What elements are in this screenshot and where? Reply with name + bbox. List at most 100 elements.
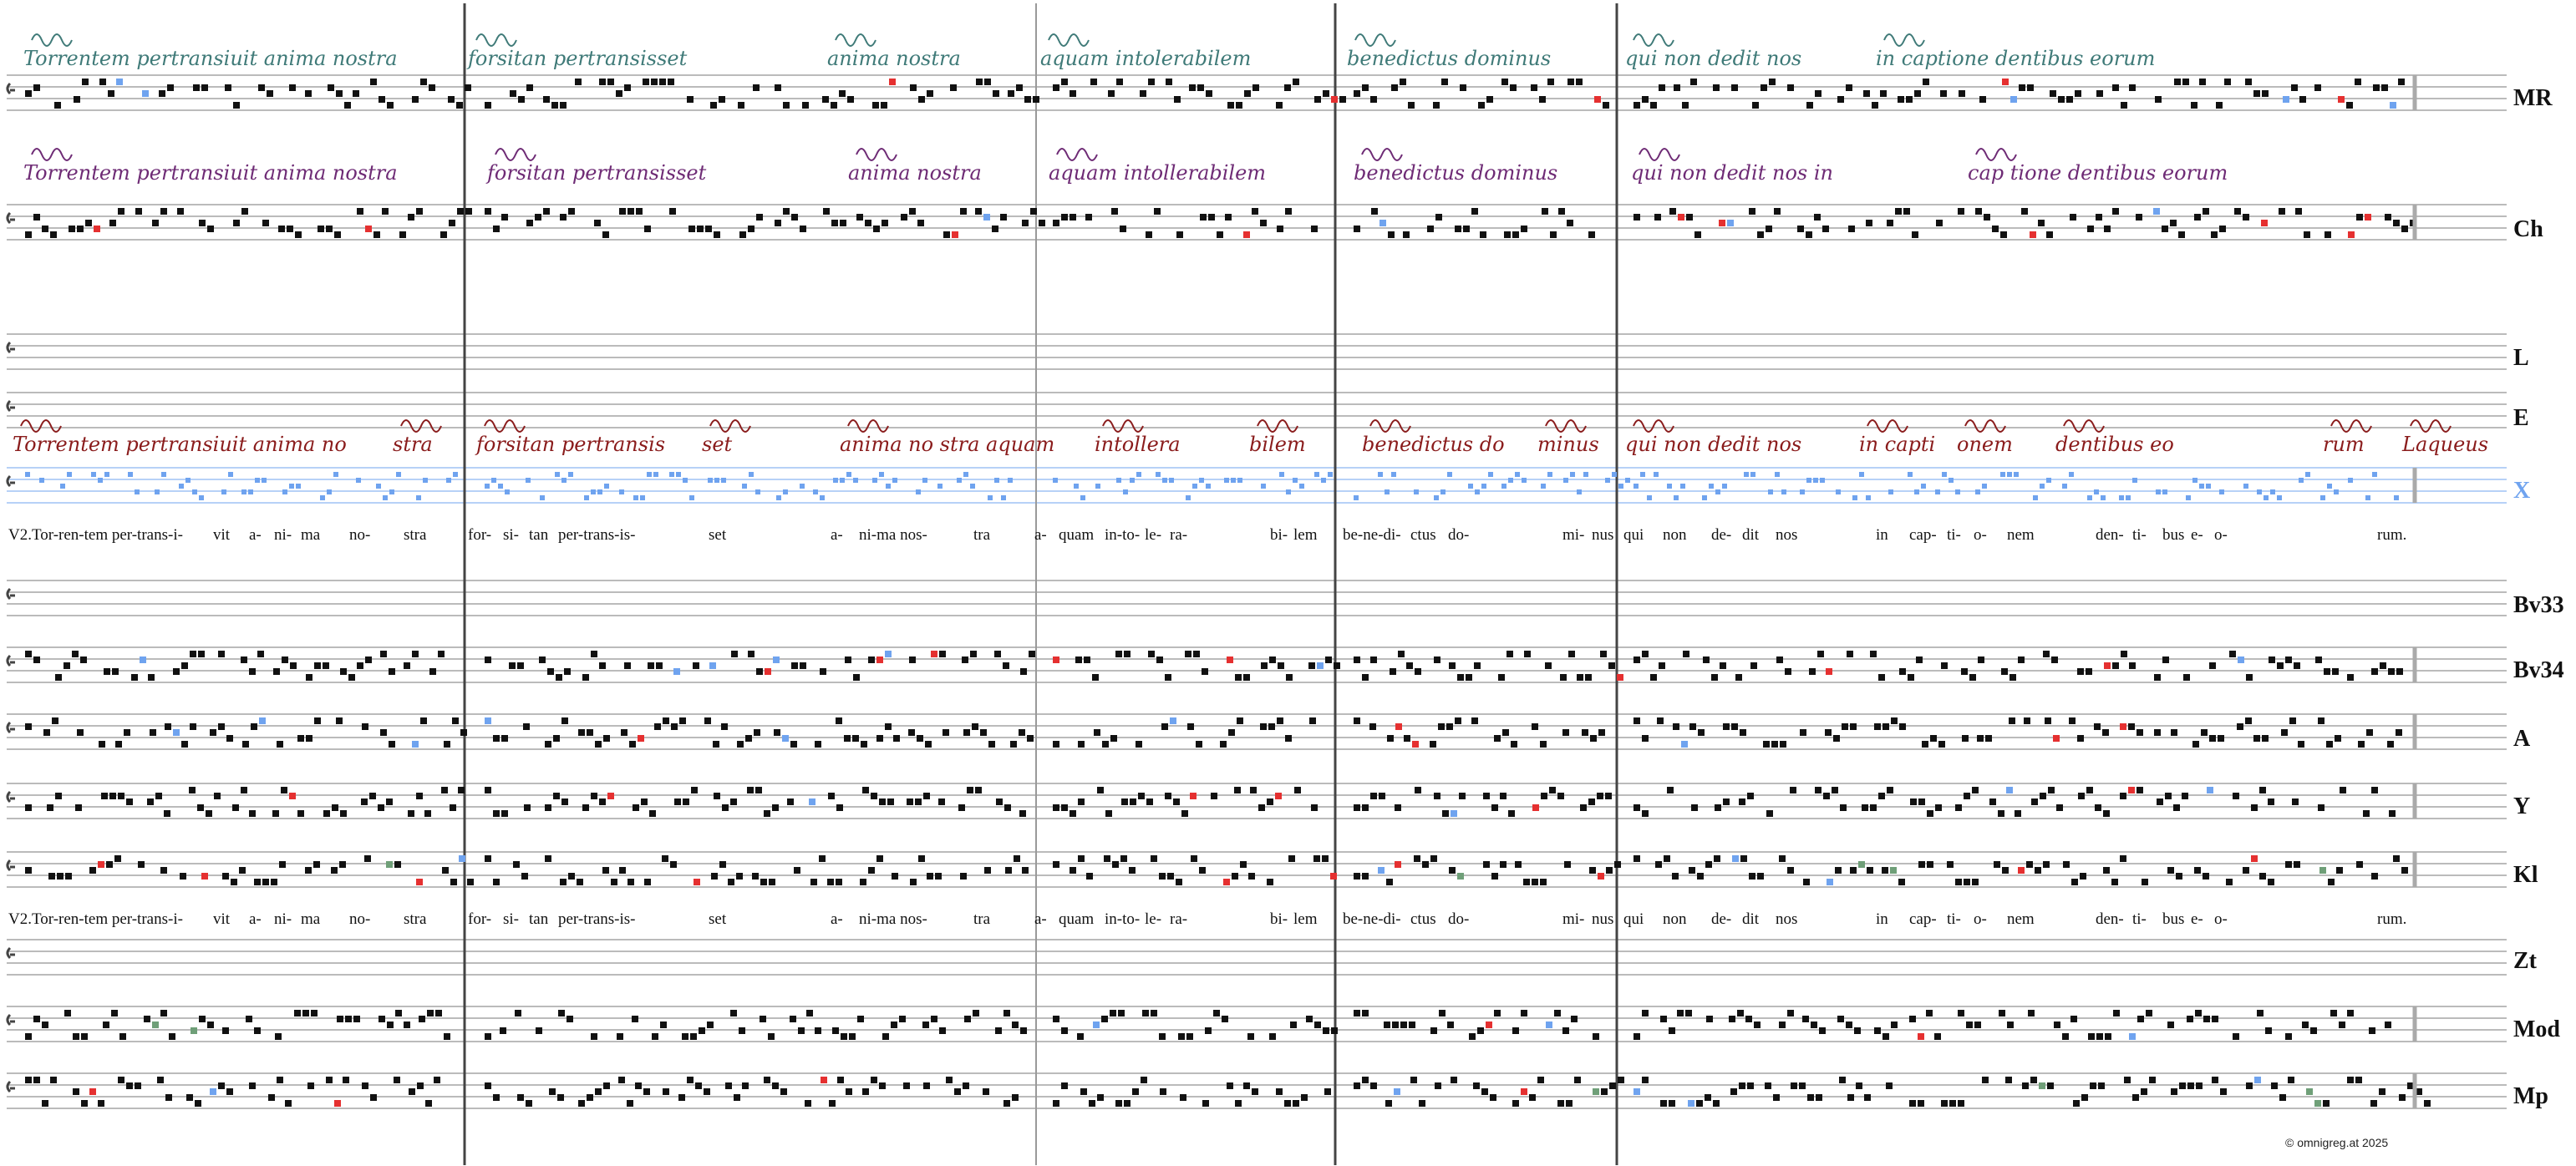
neume-note — [1870, 804, 1877, 811]
neume-note — [1120, 855, 1127, 862]
neume-note — [2043, 651, 2050, 657]
neume-note — [1706, 1016, 1713, 1022]
neume-note — [1571, 1016, 1578, 1022]
neume-note — [2393, 855, 2400, 862]
neume-note — [2182, 793, 2188, 799]
neume-note — [862, 787, 869, 793]
neume-note — [1286, 489, 1291, 494]
neume-note — [790, 1016, 796, 1022]
neume-note — [305, 867, 312, 874]
neume-note — [485, 1033, 491, 1040]
neume-note — [1593, 1088, 1599, 1095]
neume-note — [2365, 495, 2370, 500]
neume-note — [769, 879, 775, 885]
neume-note — [1840, 804, 1847, 811]
neume-note — [327, 489, 332, 494]
neume-note — [1887, 220, 1893, 226]
neume-note — [356, 478, 361, 483]
neume-note — [1949, 478, 1954, 483]
neume-note — [1053, 804, 1059, 811]
neume-note — [420, 717, 427, 724]
neume-note — [560, 214, 567, 221]
neume-note — [1481, 484, 1486, 489]
neume-note — [314, 662, 321, 669]
neume-note — [2245, 79, 2252, 85]
neume-note — [2268, 879, 2274, 885]
lyric-syllable: si- — [503, 526, 519, 544]
neume-note — [1252, 84, 1259, 91]
neume-note — [152, 220, 159, 226]
neume-note — [1566, 1100, 1573, 1107]
neume-note — [1306, 1016, 1313, 1022]
neume-note — [809, 798, 815, 805]
neume-note — [1400, 79, 1406, 85]
neume-note — [647, 472, 652, 477]
neume-note — [2128, 787, 2135, 793]
manuscript-text: benedictus do — [1362, 433, 1505, 456]
neume-note — [1964, 879, 1970, 885]
neume-note — [485, 484, 490, 489]
copyright-text: © omnigreg.at 2025 — [2285, 1136, 2389, 1149]
neume-note — [1277, 717, 1283, 724]
neume-note — [719, 861, 726, 868]
neume-note — [772, 804, 779, 811]
neume-note — [1012, 1094, 1019, 1101]
neume-note — [917, 220, 924, 226]
neume-note — [2094, 489, 2099, 494]
manuscript-text: qui non dedit nos in — [1631, 161, 1833, 185]
neume-note — [60, 484, 65, 489]
neume-note — [2387, 741, 2394, 748]
neume-note — [1116, 79, 1123, 85]
neume-note — [1124, 651, 1130, 657]
neume-note — [450, 804, 456, 811]
neume-note — [2373, 84, 2380, 91]
neume-note — [2291, 84, 2298, 91]
neume-note — [515, 1010, 521, 1016]
lyric-syllable: den- — [2096, 910, 2124, 928]
lyric-syllable: set — [709, 910, 727, 928]
neume-note — [1269, 657, 1276, 663]
neume-note — [725, 1082, 732, 1089]
neume-note — [1826, 668, 1832, 675]
neume-note — [960, 208, 967, 215]
neume-note — [1800, 729, 1806, 736]
row-label-l: L — [2513, 345, 2529, 371]
lyric-syllable: tan — [529, 910, 549, 928]
neume-note — [2340, 787, 2346, 793]
neume-note — [452, 717, 459, 724]
neume-note — [790, 741, 797, 748]
neume-note — [262, 879, 269, 885]
lyric-syllable: ra- — [1170, 910, 1188, 928]
neume-note — [1314, 96, 1321, 103]
neume-note — [290, 662, 297, 669]
neume-note — [1582, 729, 1588, 736]
neume-note — [2090, 1082, 2096, 1089]
manuscript-text: forsitan pertransisset — [466, 47, 688, 70]
neume-note — [1275, 793, 1282, 799]
neume-note — [1969, 674, 1976, 681]
neume-note — [1123, 489, 1128, 494]
neume-note — [1468, 484, 1473, 489]
neume-note — [416, 495, 421, 500]
neume-note — [1617, 674, 1623, 681]
neume-note — [416, 879, 423, 885]
neume-note — [2399, 1094, 2406, 1101]
neume-note — [827, 879, 834, 885]
neume-note — [1955, 489, 1960, 494]
neume-note — [1095, 484, 1100, 489]
neume-note — [662, 855, 668, 862]
neume-note — [1438, 723, 1445, 730]
neume-note — [2363, 810, 2370, 817]
neume-note — [800, 484, 805, 489]
neume-note — [1138, 793, 1145, 799]
neume-note — [543, 96, 550, 103]
neume-note — [2167, 867, 2174, 874]
neume-note — [465, 208, 472, 215]
neume-note — [881, 102, 887, 109]
neume-note — [1354, 1082, 1360, 1089]
neume-note — [1820, 478, 1825, 483]
neume-note — [1982, 484, 1987, 489]
neume-note — [177, 208, 184, 215]
neume-note — [543, 208, 550, 215]
neume-note — [1549, 787, 1556, 793]
